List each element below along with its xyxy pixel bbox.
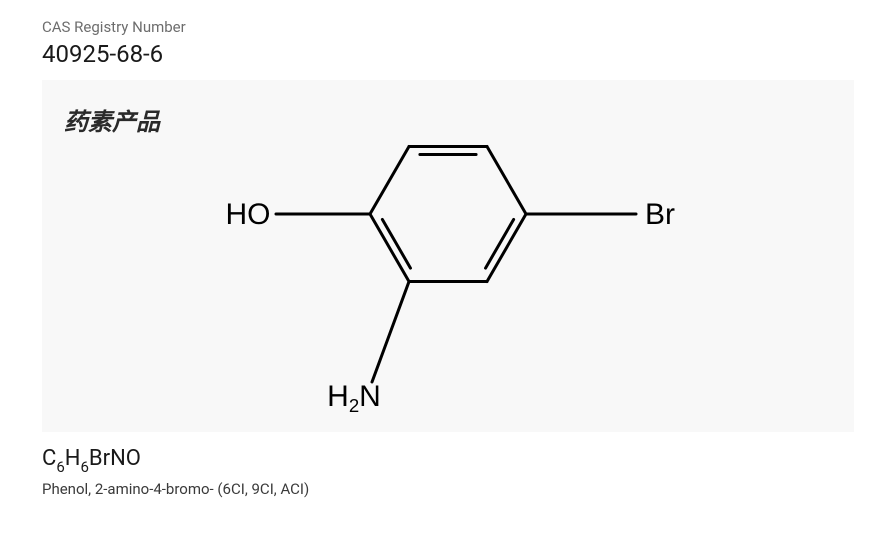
- cas-label: CAS Registry Number: [42, 18, 854, 36]
- watermark-text: 药素产品: [64, 102, 160, 137]
- molecule-diagram: HO Br H2N: [178, 96, 718, 416]
- cas-number: 40925-68-6: [42, 40, 854, 68]
- molecular-formula: C6H6BrNO: [42, 446, 854, 474]
- svg-text:Br: Br: [645, 198, 675, 231]
- compound-name: Phenol, 2-amino-4-bromo- (6CI, 9CI, ACI): [42, 480, 854, 498]
- svg-text:H2N: H2N: [327, 380, 381, 416]
- structure-box: 药素产品 HO Br H2N: [42, 80, 854, 432]
- svg-text:HO: HO: [226, 198, 271, 231]
